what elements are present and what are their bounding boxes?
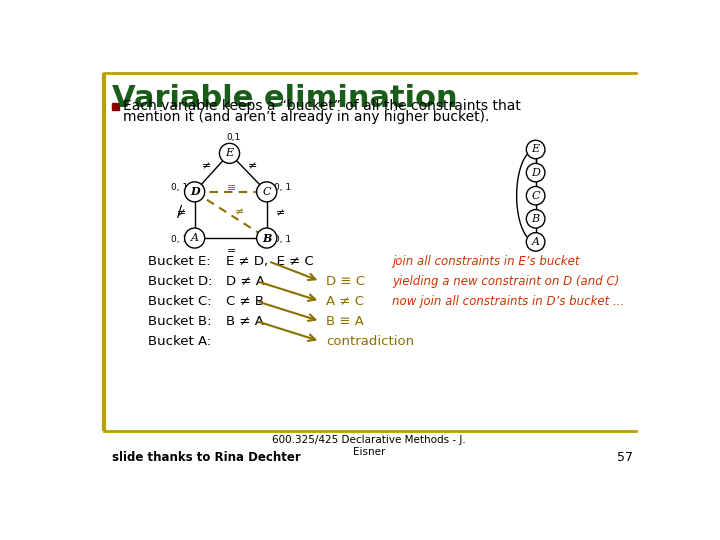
Circle shape <box>256 182 276 202</box>
Text: Bucket A:: Bucket A: <box>148 335 212 348</box>
Text: 600.325/425 Declarative Methods - J.
Eisner: 600.325/425 Declarative Methods - J. Eis… <box>272 435 466 457</box>
Text: 0, 1: 0, 1 <box>274 183 291 192</box>
Circle shape <box>184 228 204 248</box>
Text: join all constraints in E’s bucket: join all constraints in E’s bucket <box>392 255 580 268</box>
Text: 0, 1: 0, 1 <box>274 235 291 244</box>
Text: E: E <box>225 148 233 158</box>
Text: Each variable keeps a “bucket” of all the constraints that: Each variable keeps a “bucket” of all th… <box>122 99 521 113</box>
Text: 0, 1: 0, 1 <box>171 183 188 192</box>
Text: B ≡ A: B ≡ A <box>326 315 364 328</box>
Text: 0,1: 0,1 <box>226 133 240 142</box>
Circle shape <box>220 143 240 164</box>
Text: ≠: ≠ <box>235 208 244 218</box>
Text: D: D <box>190 186 199 197</box>
Text: =: = <box>226 246 235 256</box>
Bar <box>112 103 119 110</box>
Text: D ≠ A: D ≠ A <box>225 275 264 288</box>
Text: A ≠ C: A ≠ C <box>326 295 364 308</box>
Text: ≠: ≠ <box>202 161 211 171</box>
Text: Bucket C:: Bucket C: <box>148 295 212 308</box>
Circle shape <box>526 233 545 251</box>
Text: 57: 57 <box>616 451 632 464</box>
Text: D: D <box>531 167 540 178</box>
Text: /: / <box>176 205 181 220</box>
Circle shape <box>526 140 545 159</box>
Text: Bucket D:: Bucket D: <box>148 275 212 288</box>
Text: D ≡ C: D ≡ C <box>326 275 365 288</box>
Text: ≠: ≠ <box>248 161 258 171</box>
Circle shape <box>256 228 276 248</box>
Circle shape <box>526 164 545 182</box>
Text: now join all constraints in D’s bucket ...: now join all constraints in D’s bucket .… <box>392 295 624 308</box>
Text: ≠: ≠ <box>276 208 285 218</box>
Text: B: B <box>531 214 540 224</box>
Text: contradiction: contradiction <box>326 335 415 348</box>
Circle shape <box>184 182 204 202</box>
Text: A: A <box>191 233 199 243</box>
Text: Bucket B:: Bucket B: <box>148 315 212 328</box>
Circle shape <box>526 186 545 205</box>
Text: E ≠ D,  E ≠ C: E ≠ D, E ≠ C <box>225 255 313 268</box>
Text: 0, 1: 0, 1 <box>171 235 188 244</box>
Text: Bucket E:: Bucket E: <box>148 255 211 268</box>
Text: mention it (and aren’t already in any higher bucket).: mention it (and aren’t already in any hi… <box>122 110 489 124</box>
Text: slide thanks to Rina Dechter: slide thanks to Rina Dechter <box>112 451 300 464</box>
Text: C: C <box>531 191 540 201</box>
Text: C: C <box>263 187 271 197</box>
Text: C ≠ B: C ≠ B <box>225 295 264 308</box>
Text: ≠: ≠ <box>177 208 186 218</box>
Circle shape <box>526 210 545 228</box>
Text: ≡: ≡ <box>226 183 235 193</box>
Text: yielding a new constraint on D (and C): yielding a new constraint on D (and C) <box>392 275 620 288</box>
Text: E: E <box>531 145 540 154</box>
Text: A: A <box>531 237 539 247</box>
Text: Variable elimination: Variable elimination <box>112 84 457 113</box>
Text: B ≠ A: B ≠ A <box>225 315 264 328</box>
Text: B: B <box>262 233 271 244</box>
